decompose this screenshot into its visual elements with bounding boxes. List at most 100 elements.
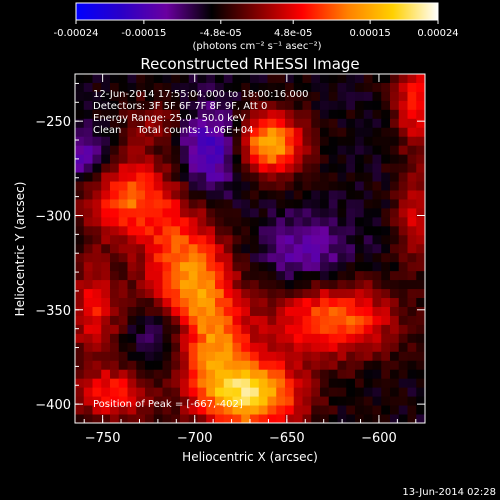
heatmap-cell — [285, 324, 295, 335]
info-line-counts: Clean Total counts: 1.06E+04 — [93, 125, 253, 136]
heatmap-cell — [425, 173, 434, 182]
heatmap-cell — [293, 181, 303, 191]
heatmap-cell — [171, 217, 181, 227]
heatmap-cell — [110, 414, 120, 423]
heatmap-cell — [407, 109, 417, 120]
heatmap-cell — [390, 378, 400, 389]
heatmap-cell — [110, 181, 120, 191]
heatmap-cell — [416, 387, 425, 397]
heatmap-cell — [206, 324, 216, 335]
heatmap-cell — [355, 369, 365, 380]
heatmap-cell — [276, 414, 286, 423]
heatmap-cell — [188, 405, 198, 415]
colorbar-tick-label: 4.8e-05 — [274, 28, 312, 39]
heatmap-cell — [328, 405, 338, 415]
heatmap-cell — [258, 289, 268, 299]
heatmap-cell — [381, 414, 391, 423]
heatmap-cell — [311, 235, 321, 245]
heatmap-cell — [355, 172, 365, 182]
heatmap-cell — [110, 396, 120, 406]
heatmap-cell — [223, 262, 233, 272]
heatmap-cell — [416, 280, 425, 290]
heatmap-cell — [101, 405, 111, 415]
heatmap-cell — [276, 378, 286, 389]
heatmap-cell — [293, 190, 303, 200]
heatmap-cell — [408, 423, 417, 432]
heatmap-cell — [381, 82, 391, 93]
heatmap-cell — [197, 181, 207, 191]
heatmap-cell — [136, 342, 146, 353]
heatmap-cell — [328, 351, 338, 362]
heatmap-cell — [311, 378, 321, 389]
heatmap-cell — [250, 342, 260, 353]
heatmap-cell — [92, 190, 102, 200]
heatmap-cell — [153, 190, 163, 200]
heatmap-cell — [363, 109, 373, 120]
heatmap-cell — [381, 190, 391, 200]
heatmap-cell — [145, 190, 155, 200]
heatmap-cell — [320, 154, 330, 165]
heatmap-cell — [363, 199, 373, 209]
heatmap-cell — [92, 289, 102, 299]
heatmap-cell — [171, 333, 181, 344]
heatmap-cell — [162, 181, 172, 191]
heatmap-cell — [101, 298, 111, 308]
heatmap-cell — [232, 145, 242, 156]
heatmap-cell — [328, 244, 338, 254]
heatmap-cell — [241, 226, 251, 236]
heatmap-cell — [398, 244, 408, 254]
heatmap-cell — [206, 280, 216, 290]
heatmap-cell — [92, 280, 102, 290]
heatmap-cell — [197, 127, 207, 138]
heatmap-cell — [232, 235, 242, 245]
heatmap-cell — [346, 315, 356, 326]
heatmap-cell — [258, 360, 268, 371]
heatmap-cell — [320, 172, 330, 182]
heatmap-cell — [232, 315, 242, 326]
heatmap-cell — [250, 199, 260, 209]
heatmap-cell — [355, 208, 365, 218]
heatmap-cell — [285, 145, 295, 156]
heatmap-cell — [223, 109, 233, 120]
heatmap-cell — [197, 315, 207, 326]
heatmap-cell — [83, 244, 93, 254]
heatmap-cell — [320, 145, 330, 156]
heatmap-cell — [127, 74, 137, 84]
heatmap-cell — [163, 423, 172, 432]
heatmap-cell — [390, 324, 400, 335]
heatmap-cell — [171, 199, 181, 209]
heatmap-cell — [363, 163, 373, 173]
heatmap-cell — [302, 199, 312, 209]
heatmap-cell — [267, 315, 277, 326]
heatmap-cell — [110, 306, 120, 317]
heatmap-cell — [346, 387, 356, 397]
heatmap-cell — [390, 280, 400, 290]
heatmap-cell — [398, 74, 408, 84]
heatmap-cell — [381, 136, 391, 147]
heatmap-cell — [407, 208, 417, 218]
heatmap-cell — [223, 369, 233, 380]
heatmap-cell — [346, 342, 356, 353]
heatmap-cell — [416, 145, 425, 156]
heatmap-cell — [118, 271, 128, 281]
heatmap-cell — [153, 414, 163, 423]
heatmap-cell — [153, 208, 163, 218]
heatmap-cell — [398, 262, 408, 272]
heatmap-cell — [372, 163, 382, 173]
heatmap-cell — [276, 181, 286, 191]
heatmap-cell — [276, 324, 286, 335]
heatmap-cell — [363, 342, 373, 353]
heatmap-cell — [390, 208, 400, 218]
heatmap-cell — [372, 271, 382, 281]
heatmap-cell — [293, 136, 303, 147]
heatmap-cell — [136, 244, 146, 254]
heatmap-cell — [311, 298, 321, 308]
heatmap-cell — [320, 315, 330, 326]
heatmap-cell — [267, 136, 277, 147]
heatmap-cell — [75, 181, 85, 191]
heatmap-cell — [110, 226, 120, 236]
heatmap-cell — [145, 199, 155, 209]
heatmap-cell — [311, 226, 321, 236]
heatmap-cell — [355, 181, 365, 191]
heatmap-cell — [337, 208, 347, 218]
